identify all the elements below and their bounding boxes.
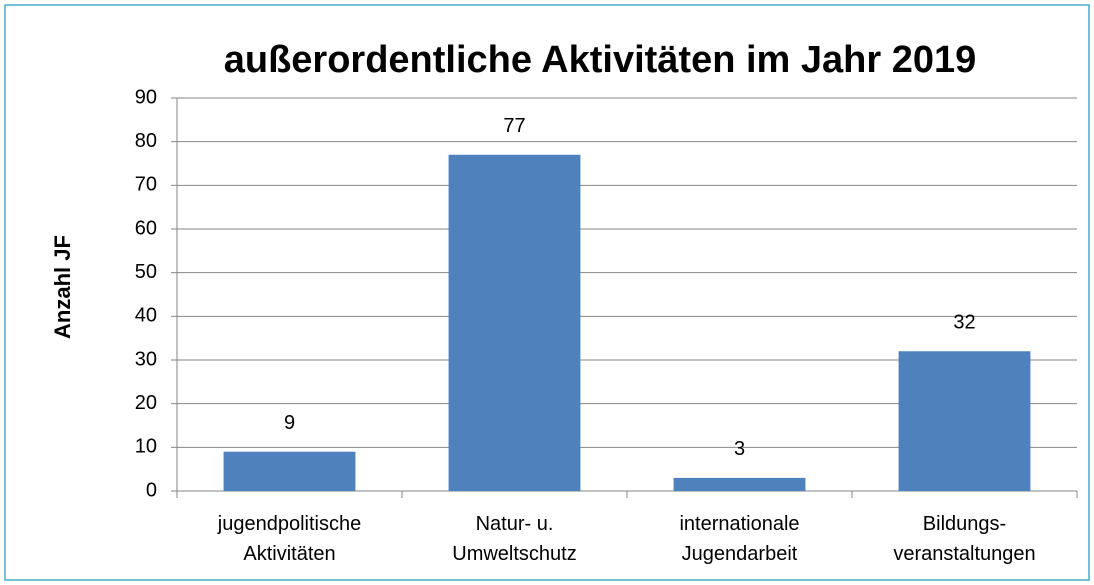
bar <box>448 154 581 491</box>
y-tick-label: 0 <box>146 479 157 501</box>
bar <box>898 351 1031 491</box>
x-tick-label-line: jugendpolitische <box>217 513 361 535</box>
data-label: 3 <box>734 438 745 460</box>
x-tick-label-line: Bildungs- <box>923 513 1006 535</box>
chart-title: außerordentliche Aktivitäten im Jahr 201… <box>224 39 977 81</box>
x-tick-label: internationale Jugendarbeit <box>679 513 799 565</box>
x-tick-label: jugendpolitische Aktivitäten <box>217 513 361 565</box>
x-tick-label-line: Natur- u. <box>476 513 554 535</box>
x-tick-label-line: internationale <box>679 513 799 535</box>
x-tick-label-line: veranstaltungen <box>893 543 1035 565</box>
x-tick-label: Bildungs-veranstaltungen <box>893 513 1035 565</box>
bar <box>223 451 356 491</box>
y-tick-label: 70 <box>135 174 157 196</box>
y-tick-label: 20 <box>135 392 157 414</box>
x-tick-label-line: Jugendarbeit <box>682 543 798 565</box>
y-tick-label: 90 <box>135 86 157 108</box>
y-tick-label: 30 <box>135 348 157 370</box>
bar <box>673 477 806 491</box>
y-tick-label: 80 <box>135 130 157 152</box>
y-tick-label: 40 <box>135 305 157 327</box>
y-tick-label: 50 <box>135 261 157 283</box>
x-tick-label: Natur- u. Umweltschutz <box>452 513 576 565</box>
data-label: 77 <box>503 115 525 137</box>
data-label: 9 <box>284 412 295 434</box>
x-tick-label-line: Umweltschutz <box>452 543 576 565</box>
data-label: 32 <box>953 312 975 334</box>
y-tick-label: 10 <box>135 436 157 458</box>
y-tick-label: 60 <box>135 217 157 239</box>
y-axis-label: Anzahl JF <box>50 235 75 339</box>
x-tick-label-line: Aktivitäten <box>243 543 335 565</box>
